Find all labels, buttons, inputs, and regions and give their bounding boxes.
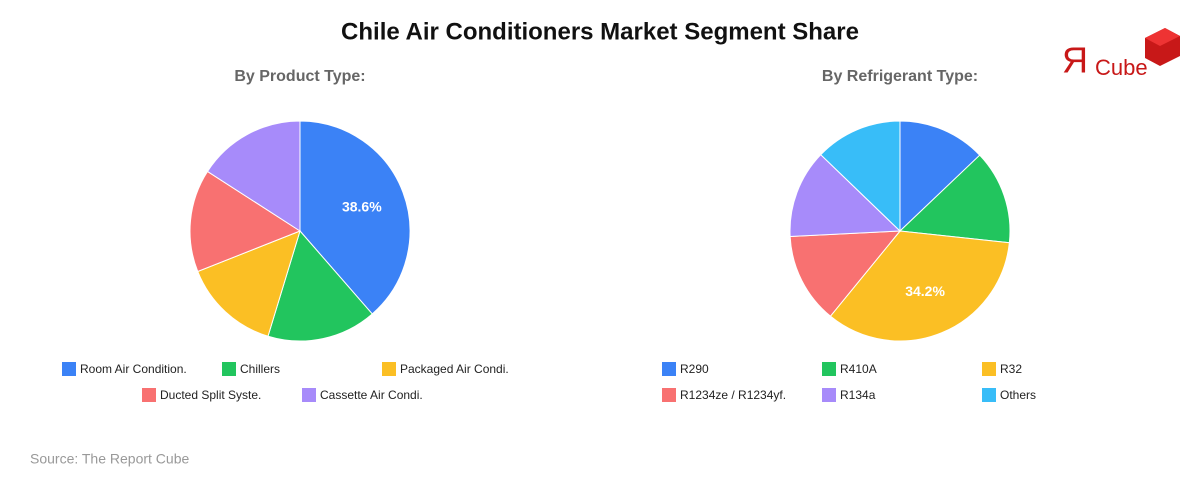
pie-slice — [206, 120, 301, 232]
pie-slice — [789, 230, 902, 317]
legend-label: R1234ze / R1234yf. — [680, 388, 786, 402]
legend-swatch — [822, 388, 836, 402]
logo: Я Cube — [1062, 28, 1180, 81]
legend-swatch — [142, 388, 156, 402]
pie-slice — [267, 229, 373, 342]
legend-label: R290 — [680, 362, 709, 376]
slice-label: 34.2% — [905, 283, 945, 299]
legend-swatch — [982, 362, 996, 376]
legend-swatch — [222, 362, 236, 376]
legend-swatch — [662, 388, 676, 402]
pie-slice — [189, 170, 302, 273]
logo-text: Cube — [1095, 55, 1148, 80]
legend-swatch — [822, 362, 836, 376]
legend-label: R134a — [840, 388, 876, 402]
pie-slice — [789, 153, 902, 238]
legend-label: Chillers — [240, 362, 280, 376]
pie-slice — [197, 230, 301, 337]
legend-label: Room Air Condition. — [80, 362, 187, 376]
legend-swatch — [302, 388, 316, 402]
legend-label: Packaged Air Condi. — [400, 362, 509, 376]
chart-subtitle: By Refrigerant Type: — [822, 68, 978, 85]
chart-subtitle: By Product Type: — [234, 68, 365, 85]
pie-slice — [899, 120, 981, 233]
pie-slice — [829, 230, 1010, 342]
source: Source: The Report Cube — [30, 451, 189, 467]
legend-label: Cassette Air Condi. — [320, 388, 423, 402]
pie-slice — [820, 120, 901, 233]
legend-label: Others — [1000, 388, 1036, 402]
legend-swatch — [982, 388, 996, 402]
legend-label: R32 — [1000, 362, 1022, 376]
pie-slice — [299, 120, 411, 315]
legend-label: R410A — [840, 362, 877, 376]
legend-swatch — [662, 362, 676, 376]
legend-swatch — [382, 362, 396, 376]
legend-label: Ducted Split Syste. — [160, 388, 261, 402]
logo-cube-top — [1145, 28, 1180, 46]
legend-swatch — [62, 362, 76, 376]
slice-label: 38.6% — [342, 199, 382, 215]
page-title: Chile Air Conditioners Market Segment Sh… — [341, 18, 859, 45]
logo-mark: Я — [1062, 40, 1088, 81]
pie-slice — [898, 154, 1011, 244]
